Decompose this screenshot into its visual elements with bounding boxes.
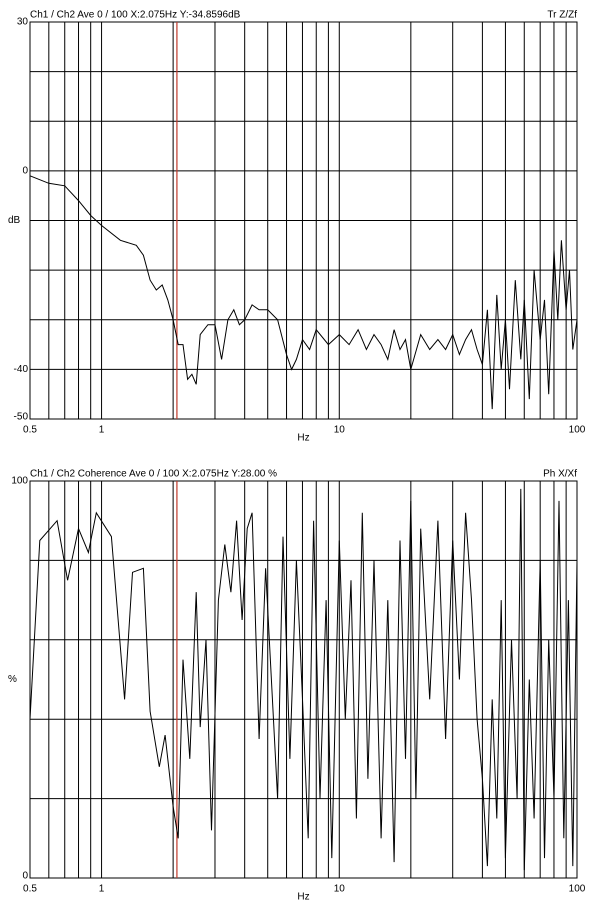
x-tick-label: 1 bbox=[99, 425, 105, 436]
x-tick-label: 1 bbox=[99, 884, 105, 895]
x-tick-label: 10 bbox=[334, 884, 346, 895]
data-line bbox=[29, 175, 578, 410]
chart-subtitle: Tr Z/Zf bbox=[547, 10, 577, 21]
plot-frame bbox=[29, 480, 578, 879]
y-tick-label: 100 bbox=[11, 476, 28, 487]
y-tick-label: -40 bbox=[14, 364, 29, 375]
chart-subtitle: Ph X/Xf bbox=[543, 469, 577, 480]
x-tick-label: 100 bbox=[569, 425, 586, 436]
y-tick-label: 0 bbox=[22, 871, 28, 882]
x-tick-label: 10 bbox=[334, 425, 346, 436]
chart-title: Ch1 / Ch2 Coherence Ave 0 / 100 X:2.075H… bbox=[30, 469, 277, 480]
y-tick-label: 0 bbox=[22, 166, 28, 177]
y-axis-label: % bbox=[8, 674, 17, 685]
x-axis-label: Hz bbox=[297, 892, 309, 903]
data-line bbox=[29, 488, 578, 871]
y-axis-label: dB bbox=[8, 215, 21, 226]
plot-frame bbox=[29, 21, 578, 420]
chart-title: Ch1 / Ch2 Ave 0 / 100 X:2.075Hz Y:-34.85… bbox=[30, 10, 241, 21]
y-tick-label: 30 bbox=[17, 17, 29, 28]
x-tick-label: 0.5 bbox=[23, 425, 37, 436]
x-axis-label: Hz bbox=[297, 433, 309, 444]
x-tick-label: 100 bbox=[569, 884, 586, 895]
y-tick-label: -50 bbox=[14, 412, 29, 423]
x-tick-label: 0.5 bbox=[23, 884, 37, 895]
